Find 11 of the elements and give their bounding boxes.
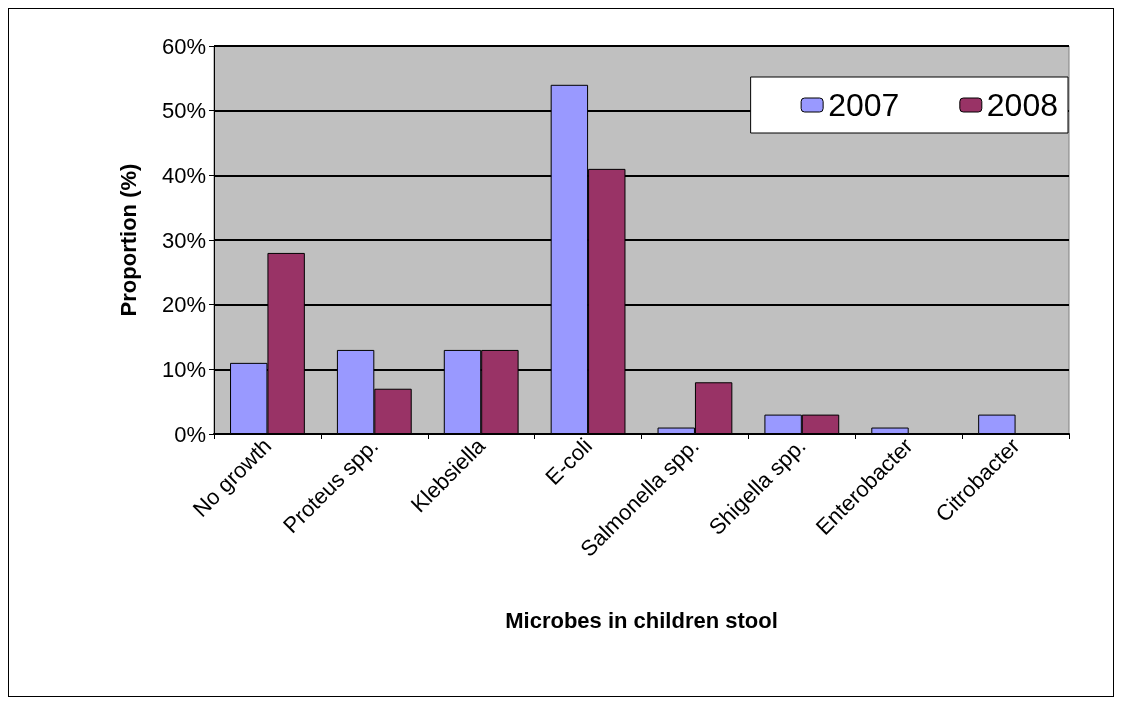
y-tick-label: 30% (161, 227, 206, 253)
legend-label: 2008 (986, 87, 1058, 123)
y-tick-label: 20% (161, 292, 206, 318)
y-tick-label: 50% (161, 98, 206, 124)
legend-label: 2007 (828, 87, 900, 123)
y-tick-label: 60% (161, 33, 206, 59)
x-axis-title: Microbes in children stool (505, 607, 778, 633)
y-tick-label: 0% (174, 421, 206, 447)
y-tick-label: 40% (161, 162, 206, 188)
y-axis-title: Proportion (%) (115, 163, 141, 317)
y-tick-label: 10% (161, 356, 206, 382)
